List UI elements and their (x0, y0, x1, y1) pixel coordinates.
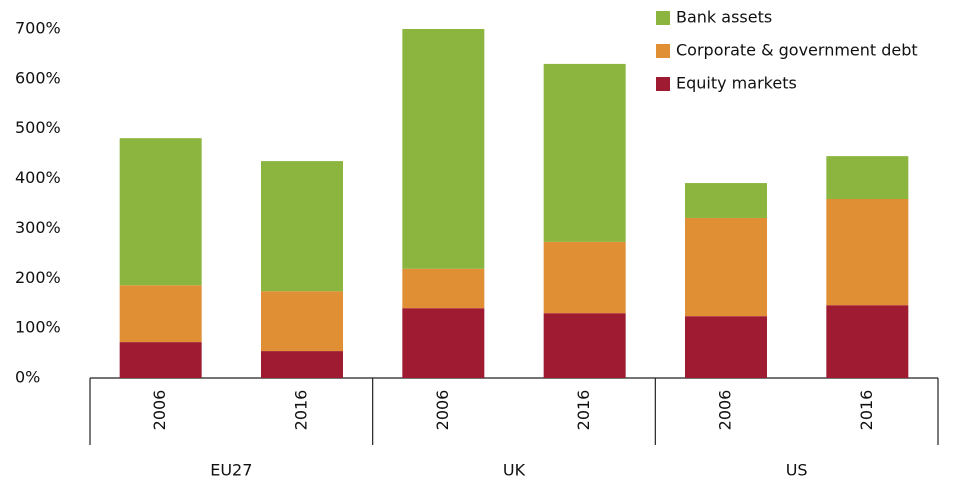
y-tick-label: 100% (15, 318, 61, 337)
bar-segment (119, 342, 202, 378)
y-tick-label: 500% (15, 118, 61, 137)
bar-segment (826, 156, 909, 200)
legend-label: Corporate & government debt (676, 41, 918, 60)
legend-label: Bank assets (676, 8, 772, 27)
bar-segment (119, 138, 202, 286)
x-tick-label: 2016 (292, 390, 311, 431)
bar-segment (826, 305, 909, 378)
x-tick-label: 2006 (150, 390, 169, 431)
x-tick-label: 2006 (716, 390, 735, 431)
group-label: UK (503, 461, 526, 480)
y-tick-label: 700% (15, 19, 61, 38)
y-tick-label: 300% (15, 218, 61, 237)
bar-segment (119, 285, 202, 343)
legend-swatch (656, 77, 670, 91)
bar-segment (261, 291, 343, 352)
bar-segment (543, 313, 626, 378)
bar-segment (261, 351, 343, 378)
y-tick-label: 0% (15, 368, 40, 387)
y-tick-label: 400% (15, 168, 61, 187)
x-tick-label: 2006 (433, 390, 452, 431)
bar-segment (402, 268, 485, 309)
legend-label: Equity markets (676, 74, 797, 93)
bar-segment (543, 241, 626, 314)
legend-swatch (656, 11, 670, 25)
x-tick-label: 2016 (574, 390, 593, 431)
x-tick-label: 2016 (857, 390, 876, 431)
group-label: US (786, 461, 808, 480)
bar-segment (402, 308, 485, 378)
group-label: EU27 (210, 461, 252, 480)
bar-segment (261, 161, 343, 292)
legend-swatch (656, 44, 670, 58)
y-tick-label: 200% (15, 268, 61, 287)
y-tick-label: 600% (15, 68, 61, 87)
bar-segment (685, 316, 767, 378)
bar-segment (685, 183, 767, 218)
bar-segment (826, 199, 909, 306)
bar-segment (543, 63, 626, 242)
bar-segment (685, 217, 767, 317)
bar-segment (402, 29, 485, 269)
